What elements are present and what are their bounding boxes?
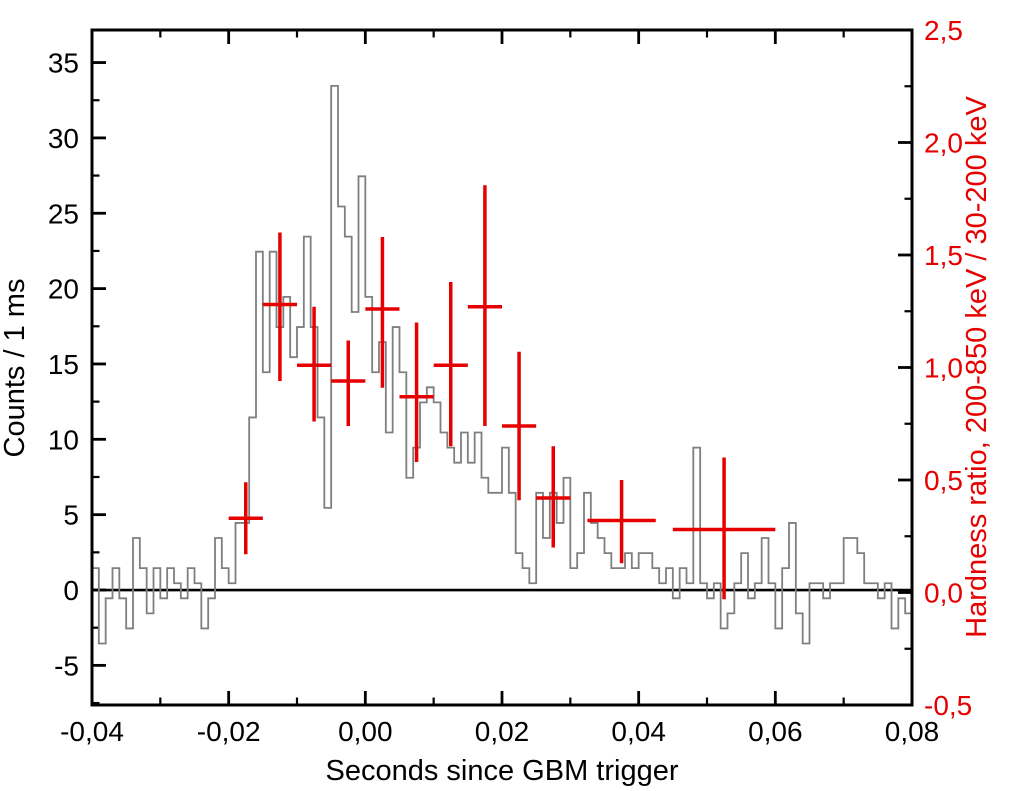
y-right-tick-label: 0,5 (924, 465, 963, 496)
x-tick-label: -0,04 (60, 716, 124, 747)
y-axis-right-title: Hardness ratio, 200-850 keV / 30-200 keV (961, 96, 993, 638)
y-right-tick-label: 2,0 (924, 128, 963, 159)
y-right-tick-label: -0,5 (924, 690, 972, 721)
x-axis-title: Seconds since GBM trigger (326, 755, 679, 787)
y-left-tick-label: -5 (54, 650, 79, 681)
x-tick-label: 0,00 (338, 716, 393, 747)
y-left-tick-label: 10 (48, 424, 79, 455)
x-tick-label: 0,08 (885, 716, 940, 747)
x-tick-label: -0,02 (197, 716, 261, 747)
histogram-step-line (92, 85, 912, 645)
y-left-tick-label: 20 (48, 274, 79, 305)
y-left-tick-label: 35 (48, 48, 79, 79)
y-axis-left-title: Counts / 1 ms (0, 279, 31, 458)
y-right-tick-label: 2,5 (924, 15, 963, 46)
plot-frame (90, 28, 914, 707)
x-tick-label: 0,06 (748, 716, 803, 747)
y-left-tick-label: 30 (48, 123, 79, 154)
y-right-tick-label: 0,0 (924, 578, 963, 609)
y-left-tick-label: 15 (48, 349, 79, 380)
y-right-tick-label: 1,5 (924, 240, 963, 271)
y-left-tick-label: 5 (63, 500, 79, 531)
y-right-tick-label: 1,0 (924, 353, 963, 384)
y-left-tick-label: 25 (48, 198, 79, 229)
x-tick-label: 0,04 (611, 716, 666, 747)
x-tick-label: 0,02 (475, 716, 530, 747)
y-left-tick-label: 0 (63, 575, 79, 606)
